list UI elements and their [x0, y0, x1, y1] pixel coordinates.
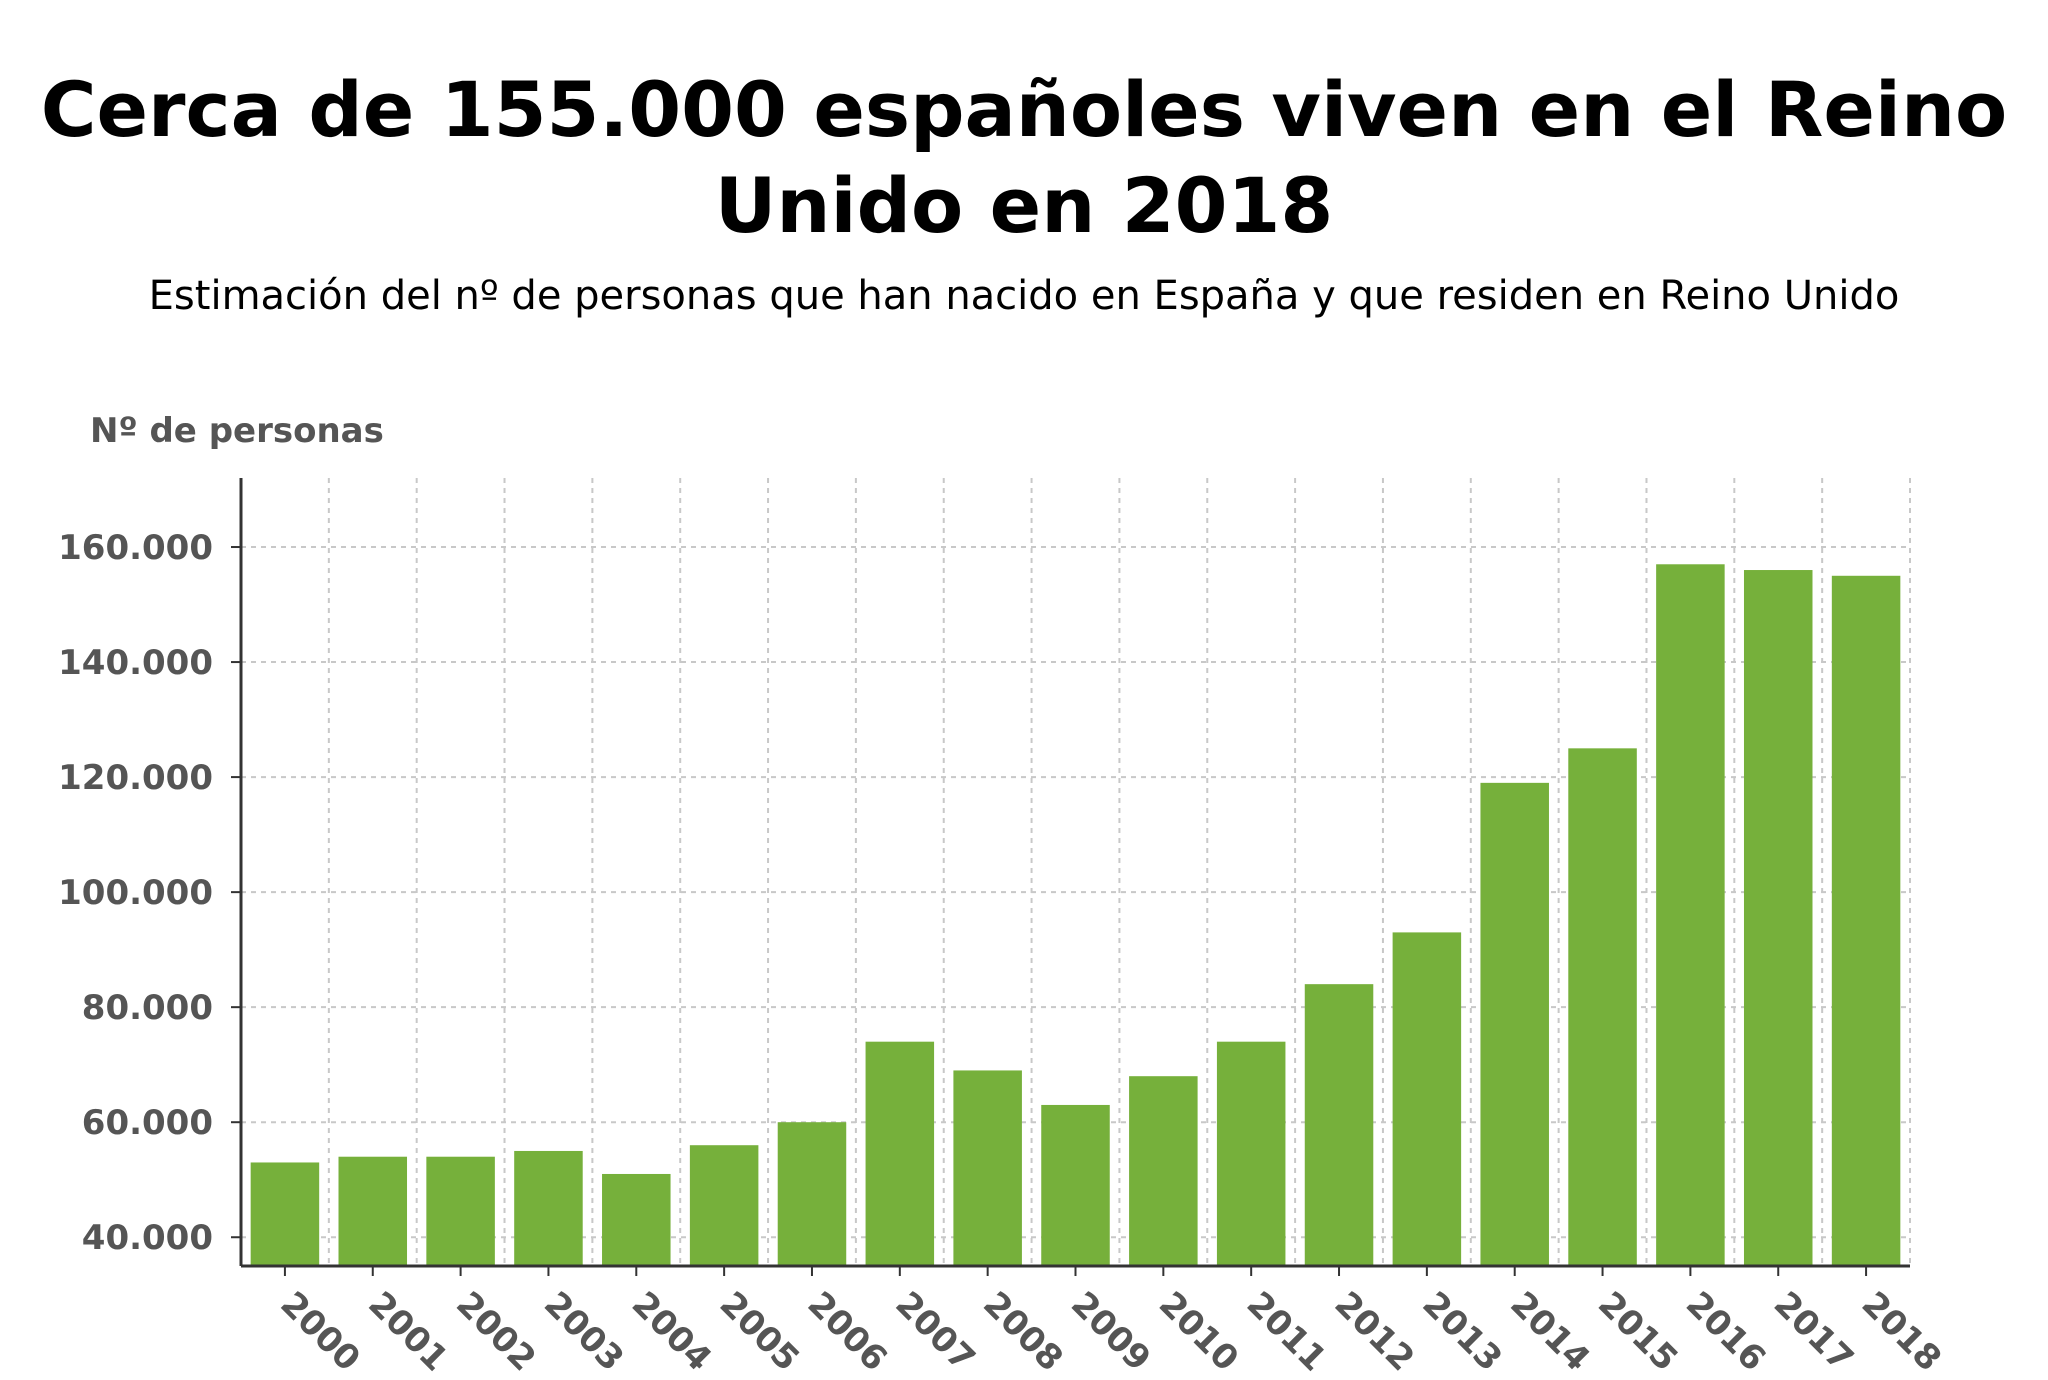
bar-2018: [1831, 575, 1901, 1266]
x-tick-label: 2016: [1678, 1284, 1773, 1379]
bar-2003: [514, 1150, 583, 1266]
x-tick-label: 2010: [1151, 1284, 1246, 1379]
axes: [231, 478, 1910, 1276]
x-tick-label: 2013: [1415, 1284, 1510, 1379]
x-tick-label: 2014: [1502, 1284, 1597, 1379]
y-tick-label: 140.000: [58, 643, 213, 683]
bar-2000: [250, 1162, 320, 1266]
y-tick-label: 120.000: [58, 758, 213, 798]
chart-subtitle: Estimación del nº de personas que han na…: [148, 273, 1900, 319]
bar-2009: [1041, 1104, 1110, 1266]
y-tick-label: 60.000: [82, 1103, 213, 1143]
bar-2011: [1216, 1041, 1286, 1266]
x-tick-label: 2005: [712, 1284, 807, 1379]
bar-2006: [777, 1122, 847, 1266]
bar-2002: [426, 1156, 495, 1266]
y-tick-label: 160.000: [58, 528, 213, 568]
x-tick-label: 2003: [536, 1284, 631, 1379]
x-tick-label: 2002: [448, 1284, 543, 1379]
x-tick-label: 2018: [1854, 1284, 1949, 1379]
x-tick-label: 2012: [1327, 1284, 1422, 1379]
y-tick-label: 80.000: [82, 988, 213, 1028]
bar-2013: [1392, 932, 1462, 1266]
x-tick-label: 2009: [1063, 1284, 1158, 1379]
chart-title: Cerca de 155.000 españoles viven en el R…: [40, 65, 2008, 250]
x-tick-labels: 2000200120022003200420052006200720082009…: [273, 1284, 1949, 1379]
bar-2007: [865, 1041, 935, 1266]
bar-2017: [1743, 570, 1813, 1266]
bar-2005: [689, 1145, 759, 1266]
bar-2012: [1304, 984, 1374, 1266]
x-tick-label: 2015: [1590, 1284, 1685, 1379]
bar-2008: [953, 1070, 1022, 1266]
x-tick-label: 2004: [624, 1284, 719, 1379]
bar-2015: [1568, 748, 1637, 1266]
y-tick-labels: 40.000 60.000 80.000 100.000 120.000 140.000 1…: [58, 528, 213, 1258]
y-tick-label: 100.000: [58, 873, 213, 913]
bars: [250, 564, 1901, 1266]
x-tick-label: 2000: [273, 1284, 368, 1379]
x-tick-label: 2007: [887, 1284, 982, 1379]
bar-2001: [338, 1156, 408, 1266]
y-axis-label: Nº de personas: [90, 411, 384, 451]
bar-2010: [1129, 1076, 1198, 1266]
y-tick-label: 40.000: [82, 1218, 213, 1258]
x-tick-label: 2006: [800, 1284, 895, 1379]
x-tick-label: 2011: [1239, 1284, 1334, 1379]
bar-2016: [1656, 564, 1725, 1266]
x-tick-label: 2001: [360, 1284, 455, 1379]
x-tick-label: 2017: [1766, 1284, 1861, 1379]
x-tick-label: 2008: [975, 1284, 1070, 1379]
bar-2014: [1480, 782, 1549, 1266]
bar-2004: [602, 1173, 671, 1266]
